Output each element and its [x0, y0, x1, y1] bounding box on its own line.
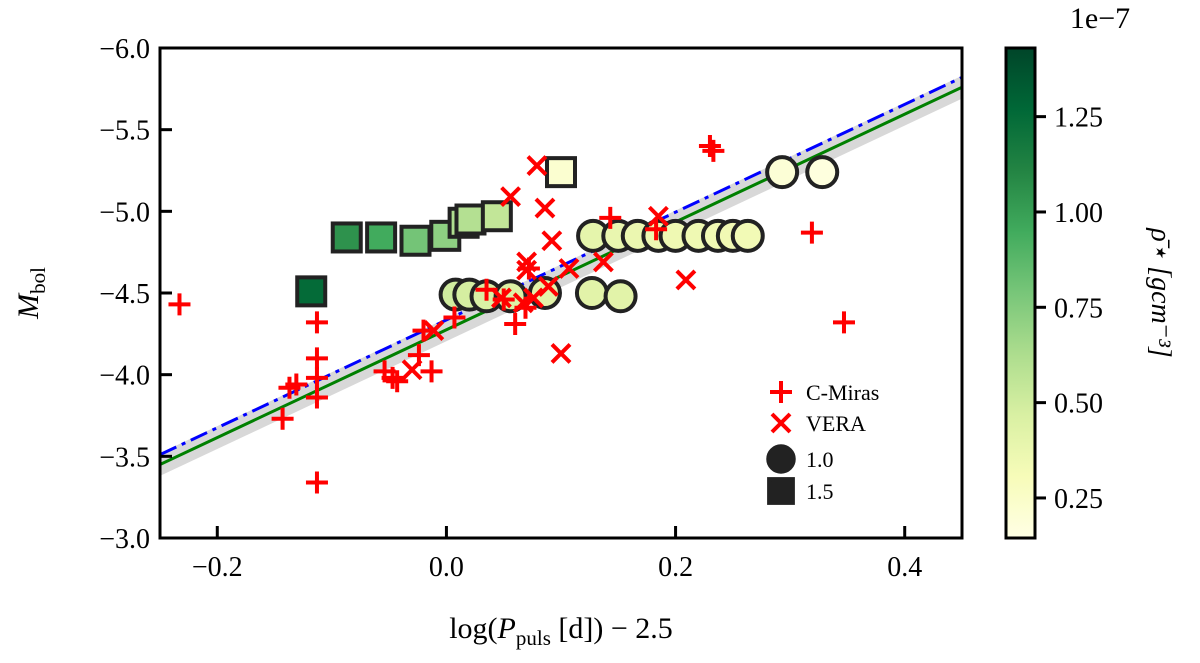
c-miras-point [504, 313, 527, 336]
c-miras-point [305, 386, 328, 409]
axis-ticks: −0.2 0.0 0.2 0.4 −6.0 −5.5 −5.0 −4.5 −4.0 −3.5 −3.… [99, 34, 922, 583]
vera-point [592, 251, 614, 273]
y-tick-label: −4.0 [99, 361, 150, 392]
colorbar-tick-label: 1.25 [1054, 103, 1103, 134]
c-miras-point [645, 218, 668, 241]
c-miras-point [305, 471, 328, 494]
circle-point [603, 279, 638, 314]
c-miras-point [386, 370, 409, 393]
square-point [295, 275, 328, 308]
colorbar-offset-label: 1e−7 [1070, 2, 1130, 35]
c-miras-point [285, 373, 308, 396]
legend-label: 1.5 [806, 479, 834, 504]
colorbar-tick-label: 0.75 [1054, 293, 1103, 324]
c-miras-point [381, 366, 404, 389]
square-point [480, 200, 513, 233]
fit-line-blue-dashdot [160, 76, 962, 457]
legend-label: VERA [806, 411, 866, 436]
data-points [168, 135, 855, 494]
legend-label: 1.0 [806, 447, 834, 472]
colorbar-tick-label: 0.50 [1054, 389, 1103, 420]
vera-point [534, 197, 556, 219]
vera-point [558, 258, 580, 279]
vera-point [500, 186, 522, 208]
y-tick-label: −3.5 [99, 442, 150, 473]
y-tick-label: −5.5 [99, 116, 150, 147]
vera-point [537, 276, 559, 297]
c-miras-point [305, 347, 328, 370]
vera-point [550, 343, 572, 364]
x-tick-label: −0.2 [192, 552, 243, 583]
x-tick-label: 0.0 [429, 552, 464, 583]
c-miras-point [271, 407, 294, 430]
c-miras-point [832, 311, 855, 334]
vera-point [401, 359, 423, 381]
y-tick-label: −4.5 [99, 279, 150, 310]
c-miras-point [443, 306, 466, 329]
circle-point [730, 218, 765, 253]
vera-point [647, 205, 669, 227]
c-miras-point [420, 360, 443, 383]
y-tick-label: −6.0 [99, 34, 150, 65]
colorbar-ticks: 0.25 0.50 0.75 1.00 1.25 [1035, 103, 1103, 515]
y-tick-label: −5.0 [99, 197, 150, 228]
c-miras-point [412, 319, 435, 342]
colorbar [1004, 46, 1037, 540]
vera-point [675, 269, 697, 291]
y-tick-label: −3.0 [99, 524, 150, 555]
y-axis-label: Mbol [12, 267, 50, 320]
x-tick-label: 0.4 [887, 552, 922, 583]
colorbar-tick-label: 1.00 [1054, 198, 1103, 229]
circle-point [765, 155, 800, 190]
circle-point [805, 155, 840, 190]
colorbar-label: ρ̄⋆ [gcm⁻³] [1145, 227, 1176, 358]
vera-point [541, 230, 563, 252]
square-point [330, 221, 363, 254]
legend-label: C-Miras [806, 380, 879, 405]
vera-point [512, 292, 534, 314]
vera-point [526, 155, 548, 177]
c-miras-point [305, 311, 328, 334]
vera-point [423, 320, 445, 341]
c-miras-point [599, 206, 622, 229]
square-point [545, 156, 577, 189]
colorbar-tick-label: 0.25 [1054, 484, 1103, 515]
vera-point [523, 287, 544, 309]
circle-point [574, 276, 609, 310]
square-point [399, 224, 432, 257]
legend-marker-x [770, 412, 792, 434]
legend-marker-circle [766, 444, 796, 474]
c-miras-point [702, 139, 725, 162]
c-miras-point [800, 221, 823, 244]
square-point [454, 203, 487, 236]
x-tick-label: 0.2 [658, 552, 693, 583]
x-axis-label: log(Ppuls [d]) − 2.5 [449, 612, 673, 650]
legend-marker-square [767, 477, 795, 505]
legend-marker-plus [770, 381, 792, 403]
legend: C-Miras VERA 1.0 1.5 [766, 380, 879, 505]
vera-point [491, 287, 512, 309]
vera-point [516, 259, 538, 281]
c-miras-point [168, 293, 191, 316]
vera-point [516, 251, 538, 273]
square-point [365, 221, 398, 254]
c-miras-point [305, 366, 328, 389]
c-miras-point [698, 135, 721, 157]
